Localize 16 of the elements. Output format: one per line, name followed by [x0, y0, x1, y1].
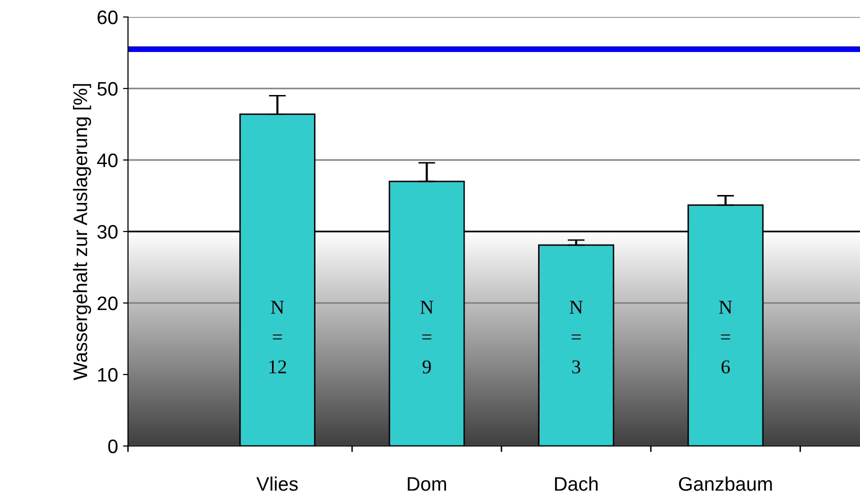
x-tick-label: Ganzbaum: [678, 476, 772, 491]
annotation: N = 3: [570, 300, 583, 374]
y-tick-label: 50: [97, 82, 118, 96]
y-tick-label: 10: [98, 368, 118, 382]
annotation: N = 12: [269, 300, 286, 374]
x-tick-label: Dom: [408, 477, 446, 491]
y-tick-label: 40: [97, 153, 118, 168]
y-axis-title: Wassergehalt zur Auslagerung [%]: [72, 84, 92, 380]
annotation: N = 6: [719, 300, 732, 374]
x-tick-label: Vlies: [256, 476, 298, 491]
y-tick-label: 60: [98, 10, 118, 24]
y-tick-label: 30: [97, 224, 118, 239]
x-tick-label: Dach: [555, 476, 598, 491]
y-tick-label: 20: [98, 296, 118, 310]
y-tick-label: 0: [108, 439, 118, 454]
annotation: N = 9: [420, 300, 434, 374]
